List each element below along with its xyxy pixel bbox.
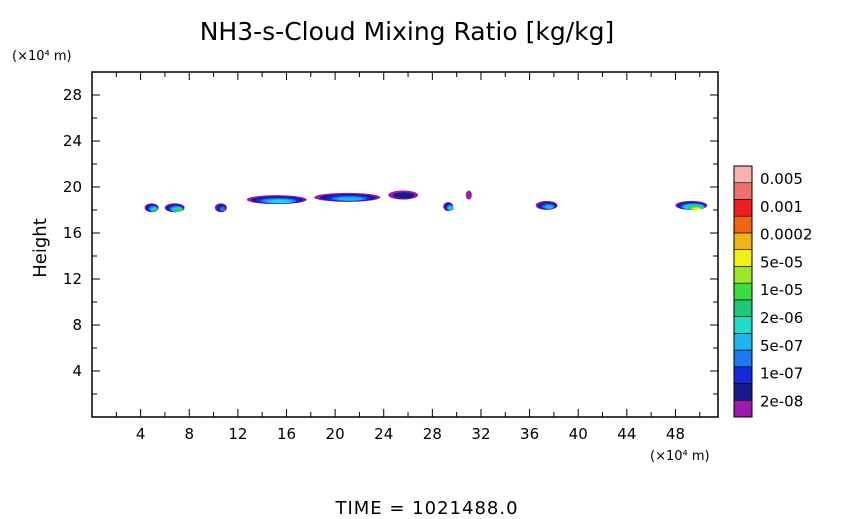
y-tick-label: 28 [63, 86, 82, 104]
cloud-contour [693, 207, 701, 211]
colorbar-swatch [733, 349, 753, 368]
colorbar-label: 1e-05 [760, 281, 803, 299]
colorbar-label: 2e-06 [760, 309, 803, 327]
cloud-contour [465, 190, 472, 200]
colorbar-swatch [733, 383, 753, 401]
cloud-contour [336, 197, 363, 201]
cloud-contour [153, 208, 158, 212]
time-footer: TIME = 1021488.0 [334, 498, 518, 519]
colorbar-swatch [733, 165, 753, 184]
y-tick-label: 20 [63, 178, 82, 196]
cloud-region [314, 192, 381, 202]
colorbar-swatch [733, 399, 753, 418]
x-tick-label: 8 [184, 425, 194, 443]
x-tick-label: 24 [374, 425, 393, 443]
x-tick-label: 36 [520, 425, 539, 443]
colorbar: 0.005 0.001 0.0002 5e-05 1e-05 2e-06 5e-07 1e-0… [733, 165, 813, 418]
x-unit-label: (×10⁴ m) [650, 449, 710, 464]
plot-frame [91, 71, 719, 418]
y-axis-label: Height [30, 218, 51, 278]
y-tick-label: 24 [63, 132, 82, 150]
cloud-contour [219, 206, 226, 211]
colorbar-label: 5e-07 [760, 337, 803, 355]
x-tick-label: 4 [136, 425, 146, 443]
x-tick-label: 12 [228, 425, 247, 443]
y-tick-label: 12 [63, 270, 82, 288]
x-tick-label: 16 [277, 425, 296, 443]
colorbar-label: 0.0002 [760, 226, 813, 244]
colorbar-swatch [733, 299, 753, 317]
cloud-contour [176, 209, 182, 212]
cloud-region [246, 195, 307, 205]
cloud-contour [269, 200, 290, 204]
cloud-contour [393, 192, 415, 199]
colorbar-swatch [733, 182, 753, 200]
cloud-contour [544, 205, 554, 209]
cloud-region [388, 190, 419, 200]
colorbar-swatch [733, 199, 753, 217]
cloud-region [675, 200, 708, 211]
colorbar-swatch [733, 366, 753, 384]
colorbar-swatch [733, 249, 753, 267]
colorbar-swatch [733, 266, 753, 284]
colorbar-swatch [733, 232, 753, 250]
colorbar-swatch [733, 316, 753, 334]
colorbar-swatch [733, 215, 753, 234]
cloud-region [214, 203, 227, 213]
colorbar-label: 5e-05 [760, 253, 803, 271]
cloud-contour [449, 207, 454, 211]
cloud-field [144, 190, 708, 213]
x-tick-label: 40 [569, 425, 588, 443]
y-tick-label: 4 [72, 362, 82, 380]
cloud-region [443, 202, 454, 212]
y-tick-label: 8 [72, 316, 82, 334]
colorbar-label: 0.005 [760, 170, 803, 188]
chart-title: NH3-s-Cloud Mixing Ratio [kg/kg] [200, 17, 615, 46]
colorbar-label: 0.001 [760, 198, 803, 216]
colorbar-swatch [733, 282, 753, 301]
x-tick-label: 44 [617, 425, 636, 443]
x-tick-label: 20 [326, 425, 345, 443]
x-tick-label: 48 [666, 425, 685, 443]
cloud-region [144, 203, 159, 213]
colorbar-label: 2e-08 [760, 392, 803, 410]
cloud-region [535, 200, 558, 210]
y-unit-label: (×10⁴ m) [12, 49, 72, 64]
cloud-region [164, 203, 185, 213]
x-tick-label: 32 [471, 425, 490, 443]
y-tick-label: 16 [63, 224, 82, 242]
colorbar-swatch [733, 333, 753, 351]
cloud-region [465, 190, 472, 200]
colorbar-frame [733, 165, 753, 418]
x-tick-label: 28 [423, 425, 442, 443]
colorbar-label: 1e-07 [760, 365, 803, 383]
